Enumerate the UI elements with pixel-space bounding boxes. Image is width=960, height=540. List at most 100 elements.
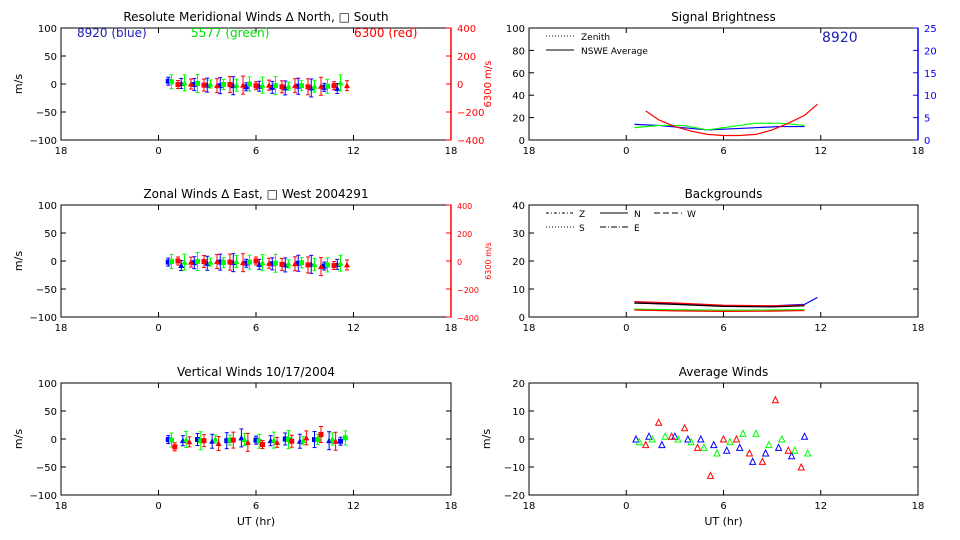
data-point <box>735 443 744 451</box>
y-tick-label: 20 <box>512 257 525 268</box>
right-tick-label: 400 <box>457 202 472 211</box>
data-point <box>732 434 741 443</box>
data-point <box>303 434 310 441</box>
x-tick-label: 6 <box>720 323 726 334</box>
data-point <box>260 442 265 448</box>
x-tick-label: 18 <box>523 146 536 157</box>
data-point <box>181 259 188 265</box>
data-point <box>165 437 171 443</box>
y-tick-label: 0 <box>519 313 525 324</box>
x-tick-label: 12 <box>347 501 360 512</box>
data-point <box>321 84 327 90</box>
panel-title: Zonal Winds ∆ East, □ West 2004291 <box>143 187 368 201</box>
data-point <box>299 260 304 266</box>
plot-data <box>634 103 818 137</box>
data-point <box>342 435 348 441</box>
data-point <box>295 83 301 89</box>
data-point <box>700 443 708 451</box>
panel-title: Backgrounds <box>685 187 763 201</box>
data-point <box>696 434 705 443</box>
y-axis-label: m/s <box>12 74 25 94</box>
data-point <box>713 448 721 457</box>
data-point <box>645 432 653 440</box>
data-point <box>172 444 178 450</box>
data-point <box>674 434 682 443</box>
y-tick-label: 40 <box>512 91 525 102</box>
right-tick-label: 200 <box>457 52 476 63</box>
data-point <box>279 261 285 267</box>
data-point <box>289 438 295 444</box>
legend-blue: 8920 (blue) <box>77 26 147 40</box>
legend-green: 5577 (green) <box>191 26 269 40</box>
data-point <box>230 437 236 443</box>
x-tick-label: 6 <box>720 146 726 157</box>
data-point <box>771 395 780 404</box>
data-point <box>706 471 715 479</box>
data-point <box>227 82 233 88</box>
data-point <box>253 83 259 89</box>
y-tick-label: 50 <box>44 229 57 240</box>
x-axis-label: UT (hr) <box>704 515 742 528</box>
data-point <box>165 78 171 84</box>
y-tick-label: 100 <box>506 24 525 35</box>
data-point <box>273 260 278 266</box>
x-tick-label: 18 <box>912 501 925 512</box>
x-tick-label: 0 <box>155 323 161 334</box>
data-point <box>253 258 259 264</box>
right-tick-label: 0 <box>457 80 463 91</box>
data-point <box>658 440 666 449</box>
data-point <box>680 423 689 432</box>
legend-label-W: W <box>687 210 696 220</box>
data-point <box>240 82 246 88</box>
right-tick-label: 20 <box>924 46 937 57</box>
data-point <box>243 260 249 266</box>
x-tick-label: 18 <box>445 146 458 157</box>
data-point <box>778 434 786 443</box>
legend-zenith: Zenith <box>581 33 610 43</box>
panel-title: Resolute Meridional Winds ∆ North, □ Sou… <box>123 10 388 24</box>
right-tick-label: 400 <box>457 24 476 35</box>
data-point <box>761 448 770 457</box>
y-tick-label: −100 <box>30 491 57 502</box>
data-point <box>273 83 278 89</box>
data-point <box>188 259 194 265</box>
plot-data <box>634 296 818 313</box>
y-tick-label: 80 <box>512 46 525 57</box>
x-tick-label: 18 <box>523 501 536 512</box>
data-point <box>209 438 216 444</box>
panel-title: Average Winds <box>679 365 769 379</box>
right-tick-label: 5 <box>924 114 930 125</box>
plot-frame <box>528 382 919 496</box>
data-point <box>305 262 311 268</box>
data-point <box>667 432 676 440</box>
data-point <box>233 258 240 265</box>
right-axis-label: 6300 m/s <box>484 242 493 280</box>
data-point <box>224 438 230 444</box>
right-tick-label: 25 <box>924 24 937 35</box>
y-tick-label: 50 <box>44 407 57 418</box>
y-tick-label: 0 <box>51 257 57 268</box>
data-point <box>217 83 223 89</box>
right-tick-label: 0 <box>457 258 462 267</box>
data-point <box>326 437 333 444</box>
x-tick-label: 0 <box>623 501 629 512</box>
data-point <box>684 434 692 443</box>
data-point <box>321 263 327 269</box>
plot-data <box>165 426 348 452</box>
data-point <box>201 438 207 444</box>
data-point <box>748 457 757 465</box>
data-point <box>195 259 200 265</box>
data-point <box>247 259 252 265</box>
panel-zonal: Zonal Winds ∆ East, □ West 2004291 18 0 6 12… <box>12 187 493 334</box>
y-tick-label: 10 <box>512 285 525 296</box>
data-point <box>270 437 277 443</box>
wavelength-label: 8920 <box>822 30 858 46</box>
data-point <box>292 260 298 267</box>
data-point <box>752 429 760 437</box>
plot-data <box>632 395 812 479</box>
data-point <box>233 82 240 88</box>
data-point <box>198 438 204 444</box>
data-point <box>256 438 262 444</box>
